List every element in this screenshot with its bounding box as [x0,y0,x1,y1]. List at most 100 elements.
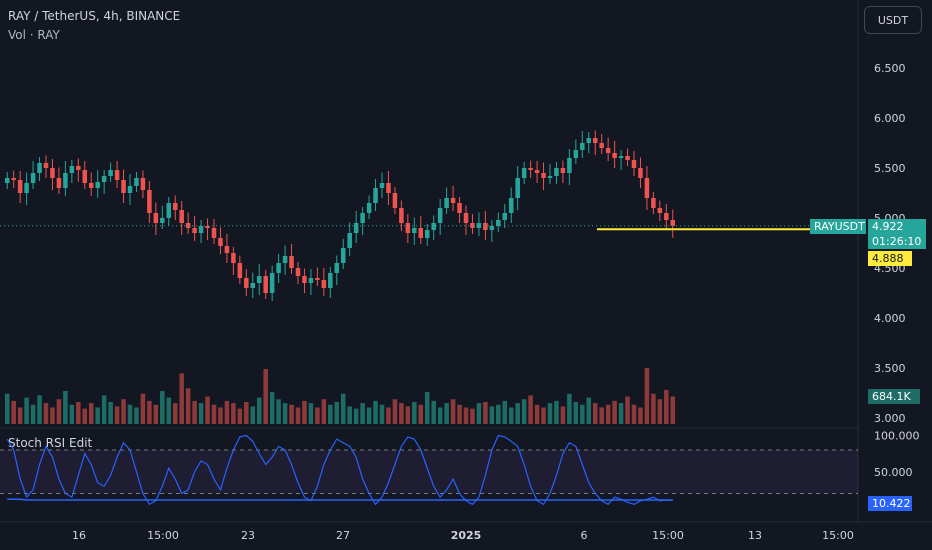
volume-bar [399,403,404,424]
candle-body [476,223,482,228]
candle-body [276,263,281,273]
candle-body [95,182,100,188]
candle-body [334,263,340,273]
stoch-k-line [6,434,673,506]
volume-bar [17,407,23,424]
candle-body [651,198,656,208]
volume-bar [179,373,184,424]
candle-body [392,193,398,208]
volume-bar [30,404,36,424]
volume-bar [373,400,378,424]
candle-body [37,163,42,173]
currency-selector[interactable]: USDT [864,6,922,34]
candle-body [521,168,527,178]
volume-bar [483,402,488,424]
volume-bar [127,404,133,424]
candle-body [295,268,301,276]
last-price-label: 4.922 [868,219,926,234]
volume-bar [340,393,346,424]
volume-bar [412,402,417,424]
volume-bar [560,406,566,424]
candle-body [547,176,553,178]
volume-bar [515,403,520,424]
volume-bar [437,407,443,424]
candle-body [347,233,352,248]
volume-bar [618,403,624,424]
candle-body [4,178,10,183]
volume-bar [315,407,320,424]
symbol-label: RAYUSDT [810,219,866,234]
volume-bar [76,402,81,424]
candle-body [418,228,424,238]
volume-bar [379,404,385,424]
volume-bar [392,399,398,424]
candle-body [496,220,501,226]
candle-body [244,278,249,288]
candle-body [224,246,230,253]
time-tick-label: 23 [241,529,255,542]
stoch-tick-label: 50.000 [874,466,913,479]
volume-bar [256,397,262,424]
candle-body [50,168,55,178]
volume-bar [269,392,275,424]
candle-body [231,253,236,263]
candle-body [560,168,566,173]
candle-body [450,198,456,203]
candle-body [353,223,359,233]
price-tick-label: 3.500 [874,362,906,375]
candle-body [373,188,378,203]
volume-bar [328,404,333,424]
volume-bar [289,404,294,424]
candle-body [631,160,637,168]
candle-body [172,203,178,210]
candle-body [457,203,462,213]
candle-body [147,190,152,213]
volume-bar [463,407,469,424]
volume-bar [476,403,482,424]
volume-bar [496,404,501,424]
volume-bar [250,406,256,424]
candle-body [586,138,592,143]
volume-bar [657,399,663,424]
volume-bar [198,403,204,424]
candle-body [618,156,624,158]
candle-body [315,278,320,280]
volume-bar [282,403,288,424]
candle-body [360,213,365,223]
candle-body [534,170,540,173]
candle-body [198,226,204,233]
candle-body [379,183,385,188]
volume-bar [88,403,94,424]
candle-body [263,276,268,293]
volume-bar [50,407,55,424]
candle-body [237,263,243,278]
volume-bar [424,392,430,424]
candle-body [638,168,643,178]
price-tick-label: 3.000 [874,412,906,425]
candle-body [502,213,508,220]
candle-body [302,276,307,283]
price-tick-label: 6.500 [874,62,906,75]
volume-bar [586,397,592,424]
volume-bar [218,407,223,424]
candle-body [599,143,604,148]
volume-bar [108,402,113,424]
volume-bar [56,399,62,424]
candle-body [515,178,520,198]
volume-bar [4,393,10,424]
candle-body [88,183,94,188]
volume-bar [605,404,611,424]
volume-bar [295,407,301,424]
volume-bar [418,404,424,424]
candle-body [69,166,75,173]
volume-bar [24,397,29,424]
volume-bar [82,408,88,424]
candle-body [489,226,495,230]
volume-bar [101,395,107,424]
volume-indicator-label: Vol · RAY [8,28,60,42]
volume-bar [521,399,527,424]
price-tick-label: 5.500 [874,162,906,175]
candle-body [289,256,294,268]
stoch-rsi-title[interactable]: Stoch RSI Edit [8,436,93,450]
